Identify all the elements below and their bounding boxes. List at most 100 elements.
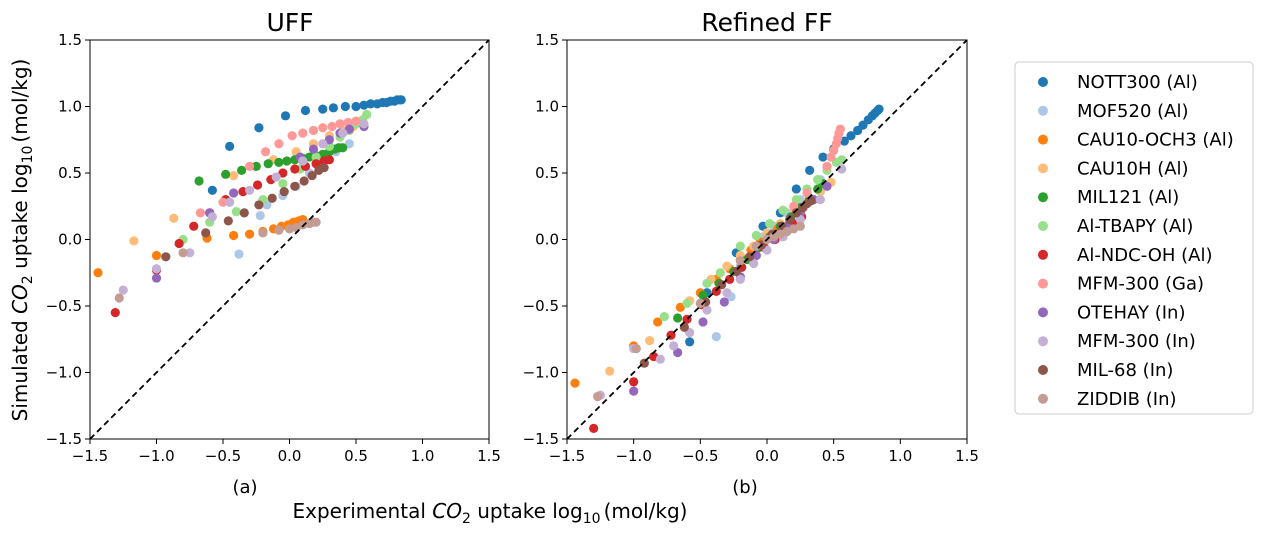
uff-point-otehay-in [308,144,319,154]
legend-items: NOTT300 (Al) MOF520 (Al) CAU10-OCH3 (Al) CA… [1038,72,1234,410]
refined-ff-point-mfm-300-in [815,195,825,205]
refined-ff-point-al-tbapy-al [765,218,775,229]
uff-point-mfm-300-ga [274,139,284,149]
uff-point-cau10-och3-al [245,229,255,239]
uff-point-nott300-al [318,104,328,114]
refined-ff-point-al-tbapy-al [813,175,823,185]
refined-ff-x-tick-label: 0.0 [755,447,779,465]
refined-ff-point-cau10h-al [605,366,615,376]
refined-ff-point-al-ndc-oh-al [589,423,599,433]
refined-ff-identity-line [566,39,968,440]
legend-marker-mof520-al [1038,105,1048,116]
refined-ff-y-tick-label: −1.0 [523,364,559,382]
uff-point-otehay-in [229,188,239,198]
uff-point-mfm-300-ga [218,197,228,207]
uff-point-ziddib-in [311,217,321,227]
legend-marker-al-tbapy-al [1038,221,1048,231]
legend-marker-cau10h-al [1038,163,1048,174]
uff-point-mfm-300-ga [318,123,328,133]
uff-point-mil-68-in [161,252,171,262]
uff-y-tick-label: −1.0 [46,364,82,382]
legend-label-mil-68-in: MIL-68 (In) [1077,360,1173,381]
uff-point-mof520-al [255,210,265,221]
uff-point-mil-68-in [319,163,329,173]
refined-ff-point-mfm-300-in [722,288,732,298]
refined-ff-point-nott300-al [805,165,815,175]
uff-point-otehay-in [344,124,354,134]
legend-label-mfm-300-ga: MFM-300 (Ga) [1077,274,1204,295]
uff-point-cau10h-al [169,213,179,223]
refined-ff-point-otehay-in [719,297,729,307]
refined-ff-point-mfm-300-in [702,305,712,315]
uff-point-otehay-in [324,135,334,145]
uff-point-mil-68-in [254,200,264,210]
uff-point-ziddib-in [178,248,188,258]
uff-point-cau10h-al [129,236,139,246]
legend-label-nott300-al: NOTT300 (Al) [1077,72,1198,93]
refined-ff-point-mof520-al [711,331,721,342]
uff-point-cau10h-al [229,171,239,181]
legend-marker-cau10-och3-al [1038,134,1048,145]
refined-ff-ticks: −1.5 −1.0 −0.5 0.0 0.5 1.0 1.5 −1.5 −1.0 −0.5 0.0 0… [523,31,979,465]
panel-uff: UFF −1.5 −1.0 −0.5 0.0 0.5 1.0 1.5 −1.5 −1.0 −0.5… [46,8,501,498]
uff-point-mfm-300-ga [287,131,297,141]
refined-ff-point-nott300-al [846,131,856,141]
panel-refined-ff: Refined FF −1.5 −1.0 −0.5 0.0 0.5 1.0 1.5−1.5−… [523,8,979,498]
refined-ff-y-tick-label: 0.5 [535,164,559,182]
uff-x-tick-label: 0.0 [278,447,302,465]
refined-ff-y-tick-label: 0.0 [535,231,559,249]
refined-ff-point-nott300-al [874,104,884,114]
legend-marker-nott300-al [1038,77,1048,87]
panel-caption-a: (a) [232,477,257,498]
uff-point-nott300-al [396,95,406,105]
refined-ff-point-mil-68-in [639,358,649,368]
legend-marker-mil-68-in [1038,365,1048,375]
uff-point-nott300-al [207,185,217,195]
uff-x-tick-label: −1.5 [72,447,108,465]
refined-ff-point-cau10-och3-al [675,302,685,312]
uff-point-mfm-300-in [225,197,235,207]
refined-ff-point-mil-68-in [731,266,741,277]
uff-point-mil-68-in [223,216,233,226]
uff-point-nott300-al [225,141,235,151]
uff-point-mfm-300-in [207,212,217,222]
refined-ff-point-mfm-300-in [749,258,759,269]
refined-ff-x-tick-label: −1.5 [549,447,585,465]
refined-ff-point-al-tbapy-al [715,268,725,278]
uff-point-mil121-al [282,156,292,166]
uff-ticks: −1.5 −1.0 −0.5 0.0 0.5 1.0 1.5 −1.5 −1.0 −0.5 0.0 0… [46,31,501,465]
uff-y-tick-label: −0.5 [46,297,82,315]
uff-point-mil121-al [338,143,348,153]
uff-point-mfm-300-ga [335,119,345,129]
uff-point-al-tbapy-al [311,152,321,162]
refined-ff-y-tick-label: 1.0 [535,98,559,116]
uff-point-mfm-300-in [359,119,369,129]
uff-point-ziddib-in [258,228,268,238]
uff-point-mfm-300-in [298,156,308,166]
refined-ff-point-mfm-300-in [735,274,745,284]
uff-point-nott300-al [366,99,376,109]
refined-ff-point-al-tbapy-al [659,312,669,322]
uff-point-al-ndc-oh-al [324,155,334,165]
refined-ff-point-al-ndc-oh-al [629,377,639,387]
uff-point-al-ndc-oh-al [174,238,184,249]
refined-ff-point-nott300-al [685,337,695,347]
legend-marker-mfm-300-ga [1038,278,1048,289]
refined-ff-point-ziddib-in [631,343,641,354]
uff-point-mil121-al [274,157,284,167]
uff-point-nott300-al [351,101,361,112]
uff-point-mfm-300-in [271,172,281,182]
legend-label-al-ndc-oh-al: Al-NDC-OH (Al) [1077,245,1212,266]
legend-label-otehay-in: OTEHAY (In) [1077,302,1185,323]
refined-ff-point-ziddib-in [695,298,705,308]
uff-x-tick-label: 1.5 [477,447,501,465]
legend-label-ziddib-in: ZIDDIB (In) [1077,389,1177,410]
uff-point-mfm-300-ga [298,128,308,138]
uff-point-mil-68-in [239,208,249,218]
legend-marker-otehay-in [1038,307,1048,318]
uff-x-tick-label: −1.0 [138,447,174,465]
uff-point-mil-68-in [279,187,289,197]
uff-point-mil121-al [263,159,273,169]
legend-label-al-tbapy-al: Al-TBAPY (Al) [1077,216,1193,237]
